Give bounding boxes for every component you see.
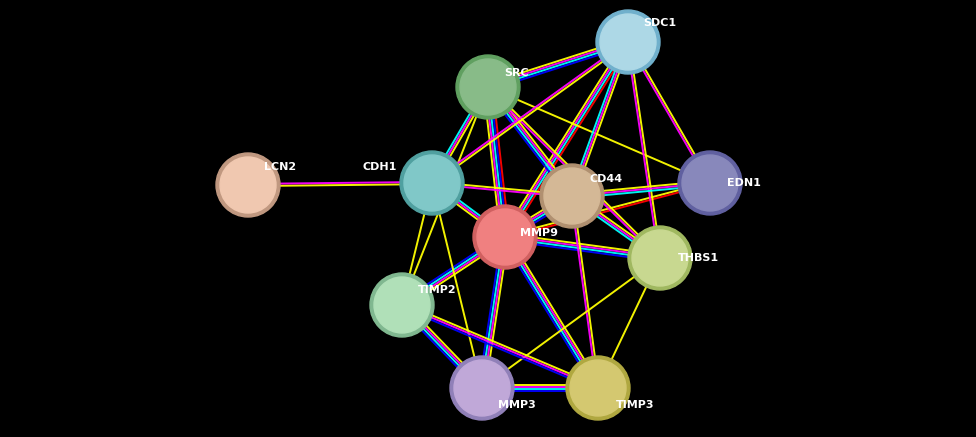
Circle shape [216, 153, 280, 217]
Circle shape [628, 226, 692, 290]
Circle shape [682, 155, 738, 211]
Text: MMP3: MMP3 [498, 400, 536, 410]
Circle shape [370, 273, 434, 337]
Circle shape [544, 168, 600, 224]
Text: SDC1: SDC1 [643, 18, 676, 28]
Circle shape [450, 356, 514, 420]
Circle shape [477, 209, 533, 265]
Text: SRC: SRC [504, 68, 529, 78]
Circle shape [596, 10, 660, 74]
Text: CDH1: CDH1 [363, 162, 397, 172]
Circle shape [374, 277, 430, 333]
Circle shape [600, 14, 656, 70]
Circle shape [456, 55, 520, 119]
Circle shape [454, 360, 510, 416]
Circle shape [220, 157, 276, 213]
Circle shape [473, 205, 537, 269]
Text: CD44: CD44 [590, 174, 623, 184]
Text: TIMP2: TIMP2 [418, 285, 457, 295]
Text: MMP9: MMP9 [520, 228, 558, 238]
Circle shape [404, 155, 460, 211]
Text: LCN2: LCN2 [264, 162, 296, 172]
Circle shape [566, 356, 630, 420]
Circle shape [632, 230, 688, 286]
Text: THBS1: THBS1 [678, 253, 719, 263]
Circle shape [678, 151, 742, 215]
Circle shape [460, 59, 516, 115]
Circle shape [400, 151, 464, 215]
Circle shape [570, 360, 626, 416]
Text: EDN1: EDN1 [727, 178, 761, 188]
Text: TIMP3: TIMP3 [616, 400, 655, 410]
Circle shape [540, 164, 604, 228]
